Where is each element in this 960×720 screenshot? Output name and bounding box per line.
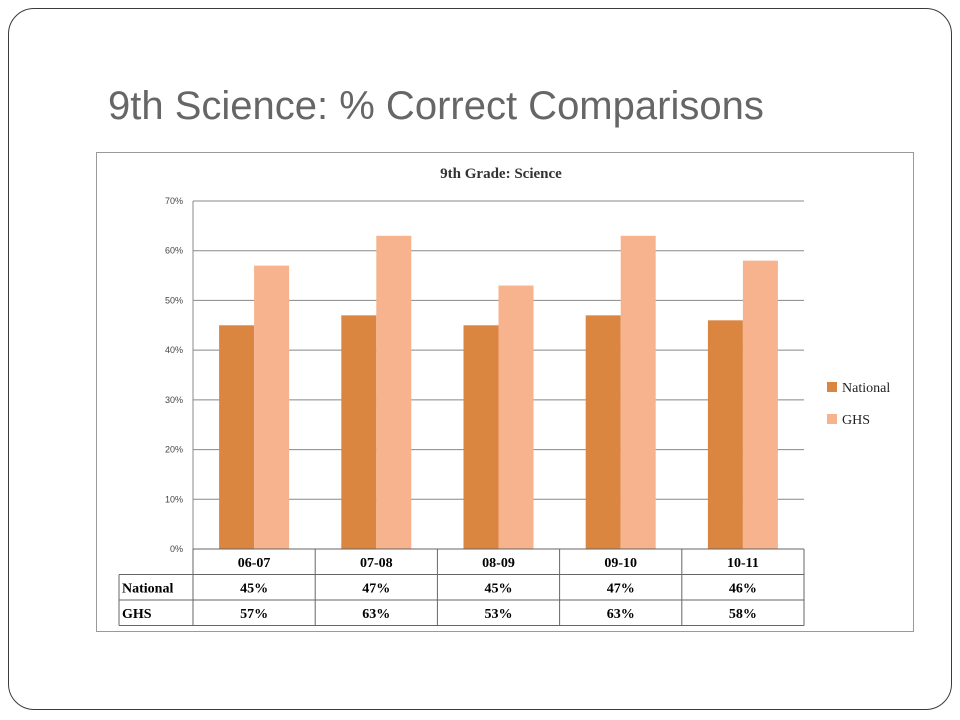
chart-frame: 9th Grade: Science 0% 10% 20% 30% 40% 50% 60% 7…: [96, 152, 914, 632]
y-tick-label: 30%: [165, 395, 183, 405]
bar-ghs-09-10: [620, 235, 656, 550]
chart-svg: 9th Grade: Science 0% 10% 20% 30% 40% 50% 60% 7…: [118, 166, 890, 626]
bar-national-08-09: [463, 325, 499, 549]
table-value: 57%: [240, 607, 268, 622]
chart-title: 9th Grade: Science: [440, 166, 562, 182]
table-value: 46%: [729, 582, 757, 597]
bar-national-07-08: [341, 315, 377, 549]
table-category-label: 07-08: [360, 556, 393, 571]
table-series-name: National: [122, 582, 173, 597]
table-category-label: 09-10: [604, 556, 637, 571]
legend: National GHS: [827, 381, 890, 428]
bar-national-09-10: [585, 315, 621, 549]
table-value: 45%: [485, 582, 513, 597]
y-axis-ticks: 0% 10% 20% 30% 40% 50% 60% 70%: [165, 196, 183, 554]
table-category-label: 06-07: [238, 556, 271, 571]
table-value: 63%: [362, 607, 390, 622]
y-tick-label: 50%: [165, 295, 183, 305]
table-series-name: GHS: [122, 607, 152, 622]
y-tick-label: 60%: [165, 246, 183, 256]
table-value: 53%: [485, 607, 513, 622]
table-category-label: 10-11: [727, 556, 759, 571]
legend-label-ghs: GHS: [842, 413, 870, 428]
y-tick-label: 10%: [165, 494, 183, 504]
legend-label-national: National: [842, 381, 890, 396]
y-tick-label: 20%: [165, 445, 183, 455]
table-value: 63%: [607, 607, 635, 622]
bar-ghs-10-11: [742, 260, 778, 549]
legend-swatch-ghs: [827, 414, 837, 424]
table-value: 47%: [607, 582, 635, 597]
table-value: 45%: [240, 582, 268, 597]
data-table: 06-07 07-08 08-09 09-10 10-11 National 45% 47% 4…: [118, 548, 805, 626]
bar-ghs-07-08: [376, 235, 412, 550]
y-tick-label: 40%: [165, 345, 183, 355]
bar-ghs-06-07: [254, 265, 290, 549]
bars: [219, 235, 778, 550]
slide-title: 9th Science: % Correct Comparisons: [108, 84, 764, 128]
legend-swatch-national: [827, 382, 837, 392]
table-category-label: 08-09: [482, 556, 515, 571]
bar-national-10-11: [707, 320, 743, 549]
table-value: 58%: [729, 607, 757, 622]
bar-ghs-08-09: [498, 285, 534, 549]
table-value: 47%: [362, 582, 390, 597]
y-tick-label: 70%: [165, 196, 183, 206]
y-tick-label: 0%: [170, 544, 183, 554]
bar-national-06-07: [219, 325, 255, 549]
